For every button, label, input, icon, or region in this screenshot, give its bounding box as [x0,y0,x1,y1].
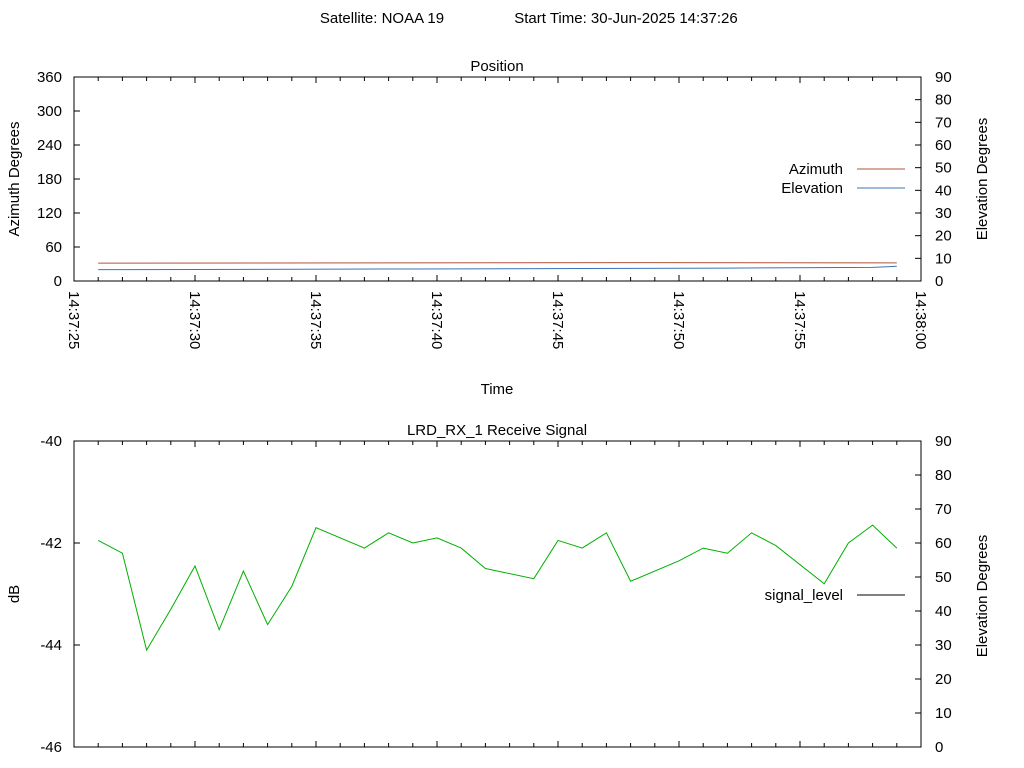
signal-y-axis-label: dB [6,585,23,603]
signal-y2-tick-label: 20 [935,671,952,688]
signal-y-tick-label: -44 [40,637,62,654]
position-y2-tick-label: 0 [935,273,943,290]
legend-signal-level-label: signal_level [765,587,843,604]
signal-plot-area [73,440,922,748]
position-x-axis: 14:37:25 14:37:30 14:37:35 14:37:40 14:37:45… [65,77,929,349]
signal-y-axis: -46 -44 -42 -40 [40,433,80,756]
signal-y2-tick-label: 10 [935,705,952,722]
signal-legend: signal_level [765,587,905,604]
position-x-tick-label: 14:37:55 [791,291,808,349]
start-time-label: Start Time: 30-Jun-2025 14:37:26 [514,10,737,27]
elevation-line [98,265,897,271]
position-x-tick-label: 14:37:25 [65,291,82,349]
legend-elevation-label: Elevation [781,180,843,197]
position-chart-title: Position [470,58,523,75]
position-x-tick-label: 14:37:45 [549,291,566,349]
position-y-tick-label: 0 [54,273,62,290]
position-y-axis-label: Azimuth Degrees [6,121,23,236]
position-y-tick-label: 360 [37,69,62,86]
position-y2-tick-label: 70 [935,114,952,131]
position-y-tick-label: 120 [37,205,62,222]
position-y2-tick-label: 60 [935,137,952,154]
signal-y2-axis: 0 10 20 30 40 50 60 70 80 90 [915,433,952,756]
signal-y2-tick-label: 30 [935,637,952,654]
signal-y-tick-label: -42 [40,535,62,552]
position-y2-tick-label: 20 [935,228,952,245]
azimuth-line [98,262,897,264]
signal-y2-tick-label: 40 [935,603,952,620]
position-series [98,262,897,271]
signal-y2-tick-label: 50 [935,569,952,586]
signal-y-tick-label: -40 [40,433,62,450]
position-y-tick-label: 180 [37,171,62,188]
signal-y2-tick-label: 80 [935,467,952,484]
position-x-tick-label: 14:37:40 [428,291,445,349]
position-y2-tick-label: 90 [935,69,952,86]
position-y-tick-label: 60 [45,239,62,256]
position-y-axis: 0 60 120 180 240 300 360 [37,69,80,290]
signal-y2-tick-label: 0 [935,739,943,756]
position-x-tick-label: 14:37:30 [186,291,203,349]
position-legend: Azimuth Elevation [781,161,905,197]
signal-y2-tick-label: 70 [935,501,952,518]
legend-azimuth-label: Azimuth [789,161,843,178]
position-y2-axis: 0 10 20 30 40 50 60 70 80 90 [915,69,952,290]
signal-x-axis [73,441,922,747]
satellite-label: Satellite: NOAA 19 [320,10,444,27]
position-plot-area [73,76,922,282]
position-x-tick-label: 14:37:50 [670,291,687,349]
signal-series [97,524,898,652]
signal-chart-title: LRD_RX_1 Receive Signal [407,422,587,439]
signal-y2-axis-label: Elevation Degrees [974,535,991,658]
position-y2-tick-label: 10 [935,250,952,267]
position-y2-tick-label: 80 [935,92,952,109]
signal-y2-tick-label: 90 [935,433,952,450]
position-y2-tick-label: 40 [935,182,952,199]
position-y2-tick-label: 30 [935,205,952,222]
position-x-tick-label: 14:37:35 [307,291,324,349]
signal-chart: LRD_RX_1 Receive Signal -46 -44 -42 -40 0 10… [6,422,991,756]
signal-y-tick-label: -46 [40,739,62,756]
position-y2-tick-label: 50 [935,160,952,177]
signal-level-line [97,524,898,652]
position-y-tick-label: 240 [37,137,62,154]
position-x-tick-label: 14:38:00 [912,291,929,349]
position-chart: Position 0 60 120 180 240 300 360 0 10 20 30 40 50 6… [6,58,991,398]
position-y-tick-label: 300 [37,103,62,120]
signal-y2-tick-label: 60 [935,535,952,552]
position-y2-axis-label: Elevation Degrees [974,118,991,241]
position-x-axis-label: Time [481,381,514,398]
